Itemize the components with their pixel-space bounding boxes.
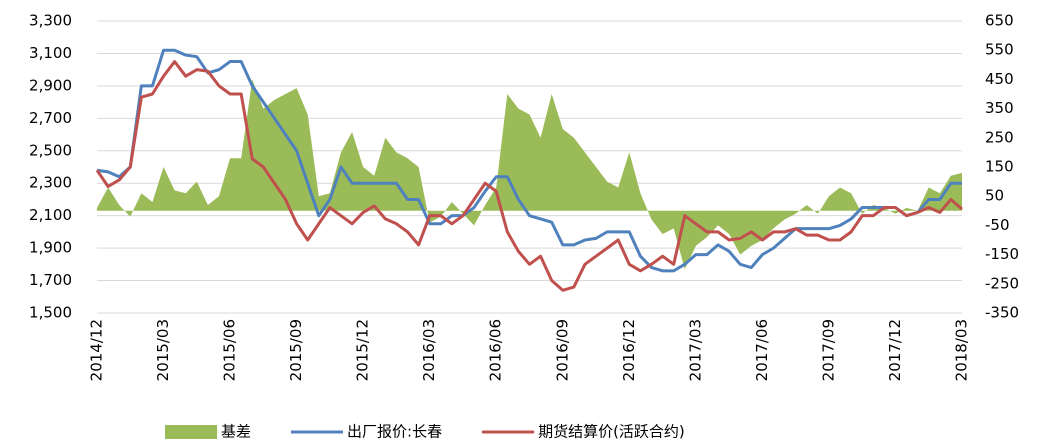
series-line bbox=[96, 48, 962, 273]
legend-swatch bbox=[165, 425, 217, 439]
y-tick-label: 2,300 bbox=[29, 174, 72, 192]
x-tick-label: 2016/12 bbox=[620, 319, 638, 381]
legend-label: 期货结算价(活跃合约) bbox=[538, 423, 685, 441]
y2-tick-label: -350 bbox=[985, 304, 1019, 322]
y2-tick-label: 150 bbox=[985, 158, 1014, 176]
y2-tick-label: -250 bbox=[985, 274, 1019, 292]
y2-tick-label: 50 bbox=[985, 187, 1004, 205]
x-tick-label: 2015/09 bbox=[287, 319, 305, 381]
x-tick-label: 2018/03 bbox=[953, 319, 971, 381]
x-tick-label: 2016/03 bbox=[420, 319, 438, 381]
x-tick-label: 2014/12 bbox=[88, 319, 106, 381]
x-tick-label: 2016/06 bbox=[487, 319, 505, 381]
y-tick-label: 1,700 bbox=[29, 271, 72, 289]
y2-tick-label: 550 bbox=[985, 41, 1014, 59]
y2-tick-label: -150 bbox=[985, 245, 1019, 263]
y-tick-label: 2,100 bbox=[29, 206, 72, 224]
y-tick-label: 1,900 bbox=[29, 239, 72, 257]
x-tick-label: 2017/09 bbox=[819, 319, 837, 381]
x-tick-label: 2015/12 bbox=[354, 319, 372, 381]
y-tick-label: 2,900 bbox=[29, 76, 72, 94]
y-tick-label: 2,700 bbox=[29, 109, 72, 127]
legend-label: 基差 bbox=[221, 423, 251, 441]
x-tick-label: 2016/09 bbox=[553, 319, 571, 381]
x-tick-label: 2017/06 bbox=[753, 319, 771, 381]
basis-area bbox=[97, 79, 962, 270]
x-tick-label: 2015/06 bbox=[221, 319, 239, 381]
series-line bbox=[95, 60, 963, 292]
y2-tick-label: 650 bbox=[985, 12, 1014, 30]
y-tick-label: 2,500 bbox=[29, 141, 72, 159]
x-tick-label: 2017/03 bbox=[686, 319, 704, 381]
y-tick-label: 1,500 bbox=[29, 304, 72, 322]
x-tick-label: 2015/03 bbox=[154, 319, 172, 381]
y2-tick-label: 450 bbox=[985, 70, 1014, 88]
legend-label: 出厂报价:长春 bbox=[347, 423, 442, 441]
y2-tick-label: -50 bbox=[985, 216, 1010, 234]
y2-tick-label: 250 bbox=[985, 128, 1014, 146]
x-tick-label: 2017/12 bbox=[886, 319, 904, 381]
y-tick-label: 3,100 bbox=[29, 44, 72, 62]
y2-tick-label: 350 bbox=[985, 99, 1014, 117]
y-tick-label: 3,300 bbox=[29, 12, 72, 30]
